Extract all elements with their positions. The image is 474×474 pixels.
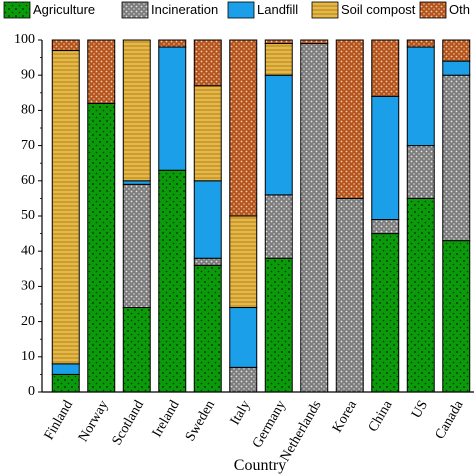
- bar-germany-oth: [264, 39, 293, 45]
- bar-italy-soil-compost: [229, 215, 258, 309]
- bar-sweden-soil-compost: [193, 85, 222, 182]
- bar-scotland-landfill: [122, 180, 151, 185]
- bar-canada-oth: [442, 39, 471, 62]
- x-tick-label-canada: Canada: [433, 397, 467, 442]
- bar-china-incineration: [371, 219, 400, 235]
- x-tick-label-us: US: [409, 398, 431, 421]
- bar-netherlands-incineration: [300, 43, 329, 393]
- bar-finland-agriculture: [51, 373, 80, 393]
- bar-us-landfill: [406, 46, 435, 147]
- bar-scotland-incineration: [122, 183, 151, 309]
- bars-group: [51, 39, 471, 393]
- x-tick-label-norway: Norway: [76, 398, 112, 445]
- y-tick-label-60: 60: [21, 173, 35, 188]
- x-tick-label-korea: Korea: [330, 397, 360, 435]
- bar-norway-agriculture: [87, 102, 116, 393]
- bar-ireland-landfill: [158, 46, 187, 171]
- bar-canada-incineration: [442, 74, 471, 242]
- legend-swatch-oth: [419, 1, 447, 19]
- bar-ireland-oth: [158, 39, 187, 48]
- bar-korea-oth: [335, 39, 364, 199]
- x-tick-label-italy: Italy: [228, 398, 254, 428]
- bar-norway-oth: [87, 39, 116, 104]
- legend-label-soil-compost: Soil compost: [341, 2, 416, 17]
- legend-label-incineration: Incineration: [151, 2, 218, 17]
- x-tick-label-germany: Germany: [250, 398, 289, 451]
- y-tick-label-40: 40: [21, 243, 35, 258]
- y-tick-label-30: 30: [21, 279, 35, 294]
- bar-us-oth: [406, 39, 435, 48]
- bar-finland-oth: [51, 39, 80, 52]
- y-tick-label-10: 10: [21, 349, 35, 364]
- x-tick-label-scotland: Scotland: [110, 398, 147, 448]
- bar-scotland-soil-compost: [122, 39, 151, 182]
- legend-label-landfill: Landfill: [257, 2, 298, 17]
- x-tick-label-china: China: [366, 397, 396, 434]
- bar-us-incineration: [406, 145, 435, 199]
- bar-netherlands-oth: [300, 39, 329, 45]
- legend-swatch-soil-compost: [311, 1, 339, 19]
- bar-us-agriculture: [406, 197, 435, 393]
- x-tick-label-sweden: Sweden: [183, 398, 218, 444]
- bar-sweden-incineration: [193, 257, 222, 266]
- bar-germany-agriculture: [264, 257, 293, 393]
- bar-italy-landfill: [229, 307, 258, 368]
- bar-canada-landfill: [442, 60, 471, 76]
- bar-germany-landfill: [264, 74, 293, 196]
- y-tick-label-80: 80: [21, 103, 35, 118]
- x-tick-label-finland: Finland: [42, 398, 76, 443]
- legend-swatch-incineration: [121, 1, 149, 19]
- x-tick-label-ireland: Ireland: [150, 398, 183, 440]
- bar-italy-incineration: [229, 366, 258, 393]
- y-tick-label-90: 90: [21, 67, 35, 82]
- y-tick-label-20: 20: [21, 314, 35, 329]
- bar-china-agriculture: [371, 233, 400, 393]
- legend-swatch-agriculture: [3, 1, 31, 19]
- y-tick-label-0: 0: [28, 384, 35, 399]
- bar-sweden-landfill: [193, 180, 222, 259]
- bar-ireland-agriculture: [158, 169, 187, 393]
- bar-germany-soil-compost: [264, 43, 293, 76]
- bar-sweden-agriculture: [193, 264, 222, 393]
- bar-germany-incineration: [264, 194, 293, 259]
- bar-canada-agriculture: [442, 240, 471, 393]
- bar-finland-landfill: [51, 363, 80, 375]
- chart-legend: Agriculture Incineration Landfill Soil comp…: [3, 1, 470, 19]
- bar-korea-incineration: [335, 197, 364, 393]
- legend-label-oth: Oth: [449, 2, 470, 17]
- y-tick-label-50: 50: [21, 208, 35, 223]
- bar-china-oth: [371, 39, 400, 97]
- legend-swatch-landfill: [227, 1, 255, 19]
- x-axis-title: Country: [234, 457, 286, 474]
- y-tick-label-70: 70: [21, 138, 35, 153]
- bar-sweden-oth: [193, 39, 222, 87]
- bar-italy-oth: [229, 39, 258, 217]
- bar-finland-soil-compost: [51, 50, 80, 365]
- bar-scotland-agriculture: [122, 307, 151, 393]
- axes-group: 0 10 20 30 40 50 60 70 80 90 100: [14, 32, 474, 399]
- y-tick-label-100: 100: [14, 32, 35, 47]
- legend-label-agriculture: Agriculture: [33, 2, 95, 17]
- bar-china-landfill: [371, 95, 400, 221]
